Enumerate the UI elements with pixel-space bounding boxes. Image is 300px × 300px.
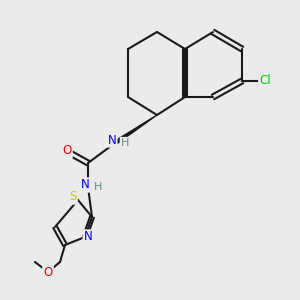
Text: N: N: [81, 178, 89, 191]
Text: H: H: [94, 182, 102, 192]
Text: N: N: [84, 230, 92, 244]
Text: H: H: [121, 138, 129, 148]
Text: O: O: [62, 145, 72, 158]
Text: S: S: [69, 190, 77, 203]
Text: Cl: Cl: [259, 74, 271, 88]
Text: O: O: [44, 266, 52, 278]
Polygon shape: [114, 115, 157, 145]
Text: N: N: [108, 134, 116, 146]
